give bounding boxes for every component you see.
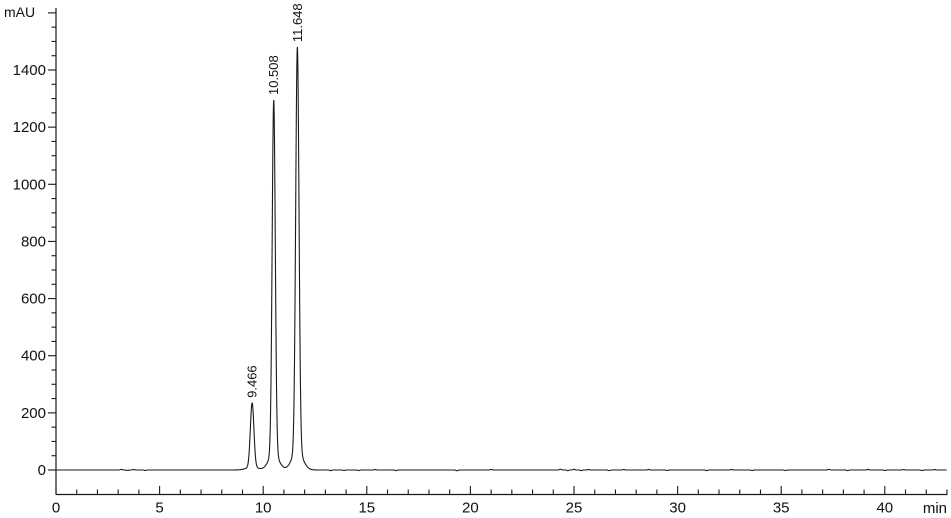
x-axis-tick-label: 35: [773, 500, 790, 517]
y-axis-tick-label: 1200: [13, 119, 46, 136]
x-axis-tick-label: 30: [669, 500, 686, 517]
y-axis-unit-label: mAU: [4, 4, 35, 20]
y-axis-tick-label: 600: [21, 291, 46, 308]
peak-label: 11.648: [290, 3, 305, 42]
peak-label: 10.508: [266, 55, 281, 95]
y-axis-tick-label: 200: [21, 405, 46, 422]
x-axis-tick-label: 10: [255, 500, 272, 517]
x-axis-tick-label: 20: [462, 500, 479, 517]
y-axis-tick-label: 1400: [13, 62, 46, 79]
x-axis-tick-label: 40: [876, 500, 893, 517]
x-axis-tick-label: 0: [52, 500, 60, 517]
peak-label: 9.466: [245, 365, 260, 398]
x-axis-tick-label: 25: [566, 500, 583, 517]
chromatogram-trace: [55, 46, 947, 472]
axes-group: 0 200 400 600 800 1000 1200 1400 0 5 10 15 20 25 30 35 4…: [13, 8, 948, 517]
x-axis-unit-label: min: [923, 500, 947, 517]
y-axis-tick-label: 1000: [13, 176, 46, 193]
y-axis-tick-label: 400: [21, 348, 46, 365]
y-axis-tick-label: 0: [38, 462, 46, 479]
x-axis-tick-label: 15: [358, 500, 375, 517]
trace-group: [55, 46, 947, 472]
y-axis-tick-label: 800: [21, 233, 46, 250]
x-axis-tick-label: 5: [155, 500, 163, 517]
peak-labels-group: 9.466 10.508 11.648: [245, 3, 305, 398]
